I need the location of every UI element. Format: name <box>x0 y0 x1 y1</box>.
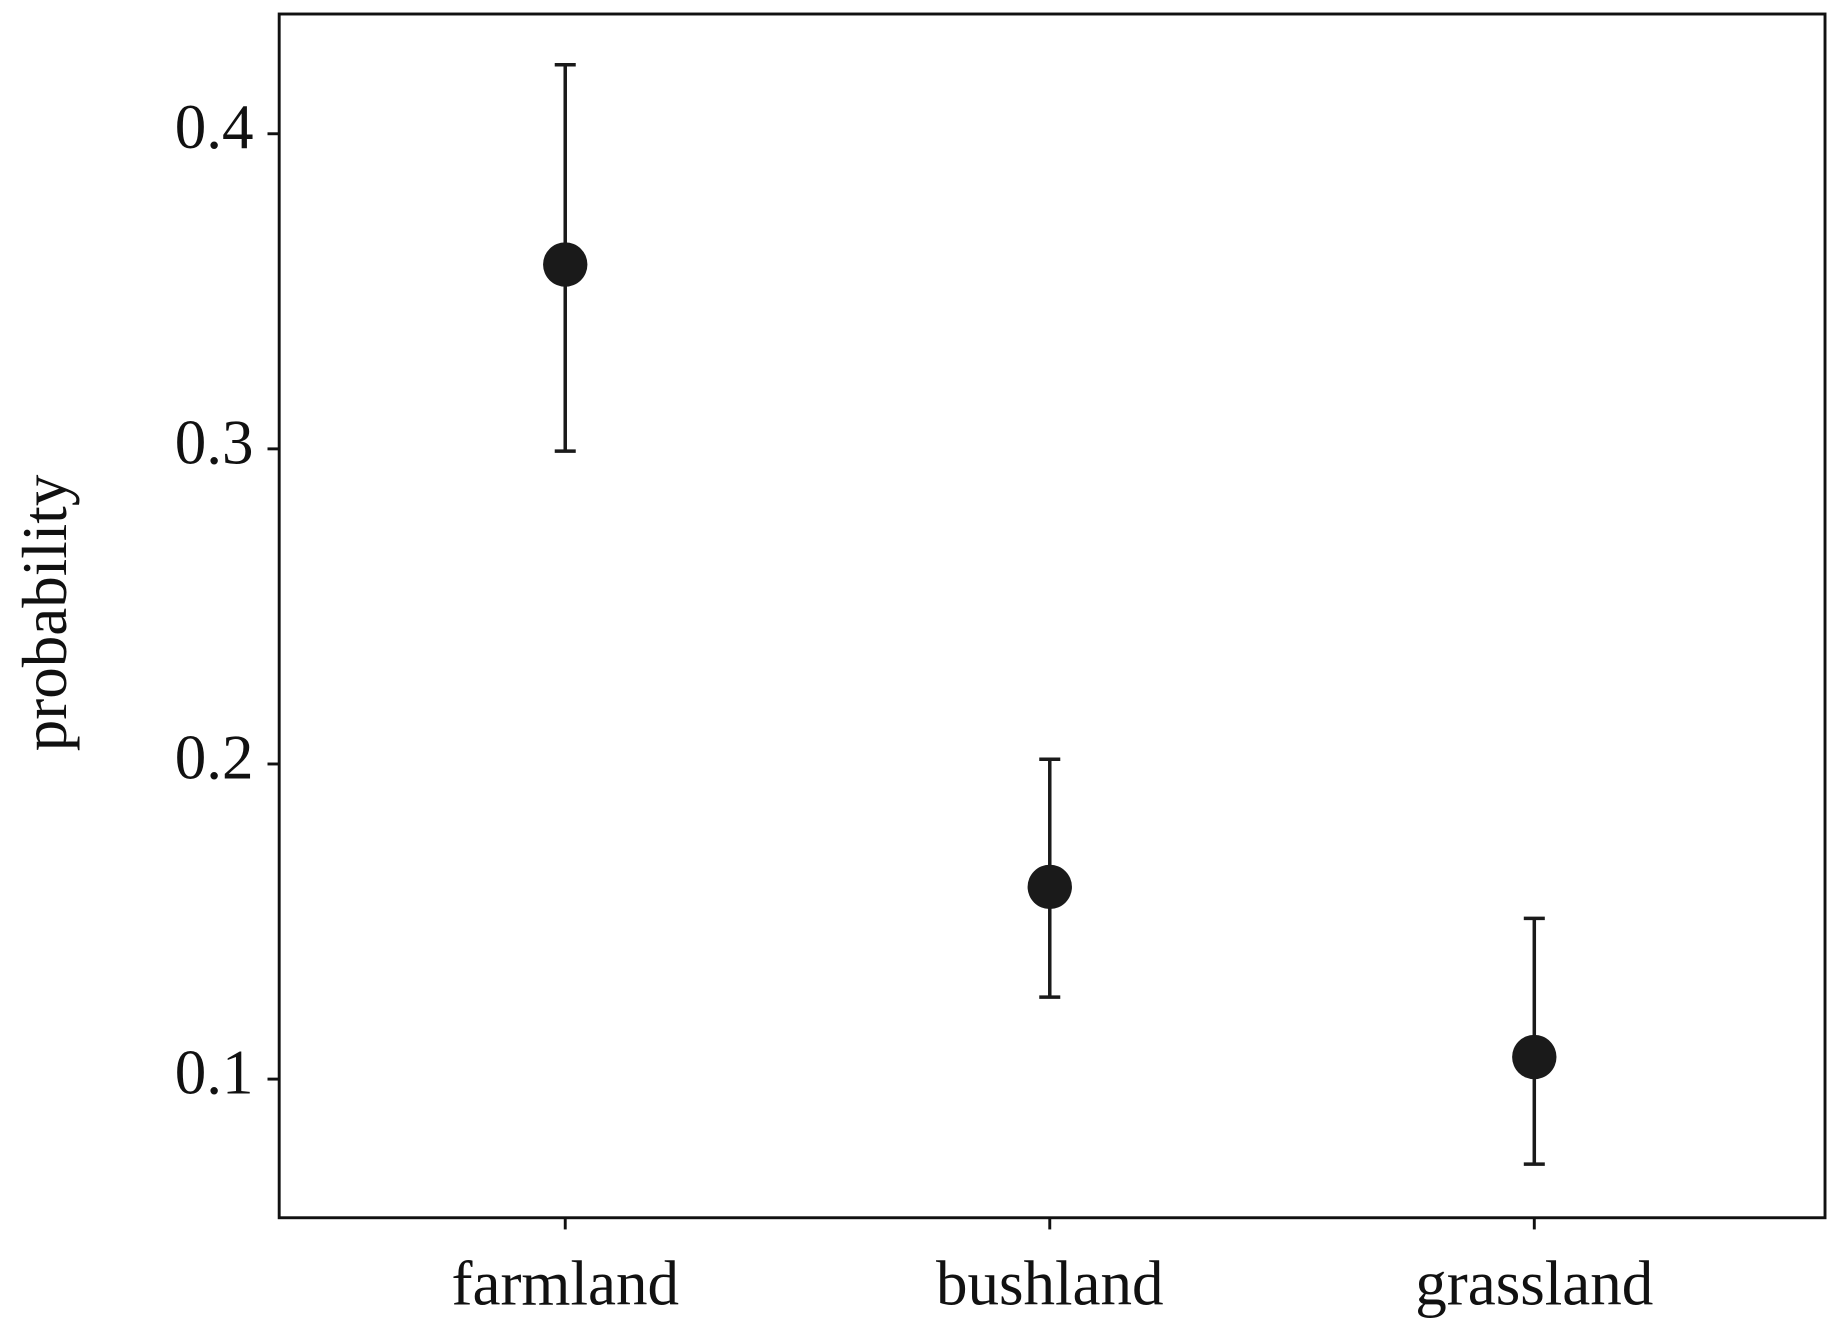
y-axis-label: probability <box>10 474 80 751</box>
y-tick-label: 0.3 <box>175 407 254 477</box>
y-tick-label: 0.4 <box>175 92 254 162</box>
x-tick-label: farmland <box>451 1249 679 1319</box>
y-tick-label: 0.2 <box>175 722 254 792</box>
point <box>543 242 588 287</box>
point <box>1512 1034 1557 1080</box>
x-tick-label: bushland <box>936 1249 1164 1319</box>
plot-frame <box>277 12 1827 1220</box>
y-tick-label: 0.1 <box>175 1038 254 1108</box>
x-tick-label: grassland <box>1415 1249 1653 1319</box>
point <box>1027 864 1072 910</box>
